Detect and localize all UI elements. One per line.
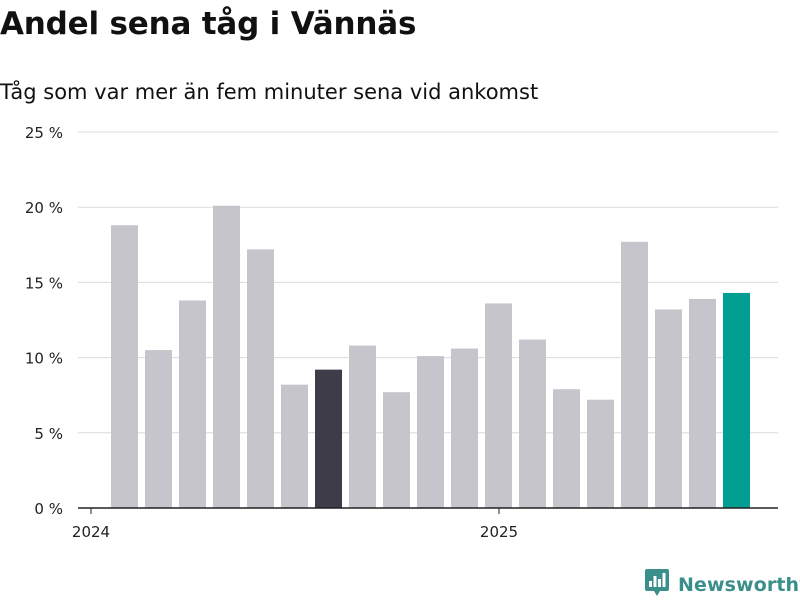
bar [383,392,410,508]
bar [723,292,750,508]
bar [553,389,580,508]
brand-logo: Newsworthy [644,568,800,602]
bar [655,309,682,508]
y-tick-label: 20 % [25,199,63,217]
bar-chart-logo-icon [644,568,670,602]
bar [349,345,376,508]
bar [621,241,648,509]
bar [689,298,716,508]
bar [213,205,240,509]
y-tick-label: 10 % [25,350,63,368]
bars [111,205,750,509]
bar [247,249,274,508]
bar [145,350,172,508]
chart-subtitle: Tåg som var mer än fem minuter sena vid … [0,80,539,104]
y-axis-ticks: 0 % 5 % 10 % 15 % 20 % 25 % [25,124,63,518]
bar [485,303,512,508]
chart-title: Andel sena tåg i Vännäs [0,6,417,42]
bar-chart: 0 % 5 % 10 % 15 % 20 % 25 % 2024 2025 [25,124,778,541]
bar [281,384,308,508]
y-tick-label: 5 % [34,425,63,443]
bar [451,348,478,508]
brand-name: Newsworthy [678,574,800,596]
y-tick-label: 0 % [34,500,63,518]
x-axis: 2024 2025 [72,507,778,541]
bar [519,339,546,508]
bar [179,300,206,508]
y-tick-label: 25 % [25,124,63,142]
bar [417,356,444,508]
x-tick-label: 2025 [480,523,518,541]
x-tick-label: 2024 [72,523,110,541]
y-tick-label: 15 % [25,274,63,292]
bar [315,369,342,508]
bar [587,399,614,508]
bar [111,225,138,509]
